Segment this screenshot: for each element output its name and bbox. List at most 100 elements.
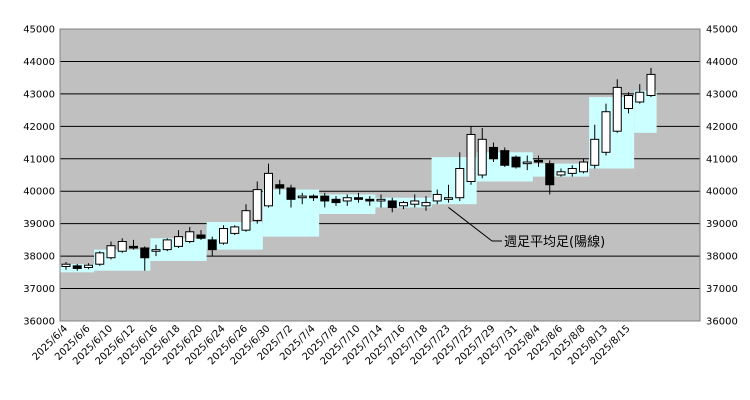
candle: [612, 79, 622, 133]
candles: [61, 67, 656, 271]
candle: [466, 126, 476, 185]
candle-body-up: [399, 202, 408, 207]
candle-body-up: [444, 197, 453, 200]
candle-body-down: [331, 198, 341, 204]
candle-body-down: [72, 265, 82, 269]
candle: [331, 196, 341, 206]
candle: [84, 263, 93, 270]
candle: [534, 155, 543, 167]
candle-body-up: [410, 200, 420, 205]
candle: [72, 263, 82, 271]
candle-body-up: [84, 264, 93, 268]
y-tick-label: 36000: [706, 317, 738, 328]
candle: [567, 165, 577, 177]
y-tick-label: 41000: [23, 154, 55, 165]
candle-body-down: [196, 234, 206, 239]
candle-body-up: [61, 263, 71, 267]
candle-body-down: [320, 195, 330, 202]
candle: [489, 142, 498, 163]
candle-body-up: [219, 228, 228, 244]
candle-body-up: [590, 138, 600, 166]
candle: [129, 239, 138, 250]
y-tick-label: 38000: [706, 252, 738, 263]
candle-body-down: [140, 247, 150, 259]
candle: [646, 67, 656, 98]
candle: [61, 261, 71, 270]
candle: [275, 179, 285, 195]
candle-body-up: [466, 133, 476, 182]
candle-body-up: [117, 241, 127, 252]
candle: [151, 244, 161, 257]
candle-body-down: [545, 163, 555, 186]
y-tick-label: 44000: [706, 57, 738, 68]
candle-body-down: [129, 245, 138, 249]
annotation-label: 週足平均足(陽線): [504, 234, 605, 250]
candle: [264, 163, 273, 208]
y-tick-label: 43000: [23, 89, 55, 100]
candle-body-up: [522, 161, 532, 165]
candle: [207, 236, 217, 257]
candle: [511, 155, 521, 169]
candle: [196, 230, 206, 240]
candle: [241, 204, 251, 232]
candle: [579, 158, 588, 174]
y-axis-right: 36000 37000 38000 39000 40000 41000 42000 43000…: [706, 25, 738, 328]
candle: [410, 194, 420, 208]
candle: [556, 168, 566, 177]
candle: [601, 103, 611, 156]
candle: [522, 155, 532, 171]
candle-body-up: [477, 138, 487, 176]
candle-body-down: [387, 200, 397, 208]
candle: [635, 84, 645, 104]
y-tick-label: 37000: [706, 284, 738, 295]
candle: [219, 225, 228, 245]
candle-body-up: [612, 86, 622, 132]
candle: [252, 181, 262, 224]
y-tick-label: 36000: [23, 317, 55, 328]
candle: [140, 246, 150, 271]
candle-body-up: [624, 95, 633, 109]
y-axis-left: 36000 37000 38000 39000 40000 41000 42000 43000…: [23, 25, 55, 328]
candle: [432, 189, 442, 205]
candle: [444, 184, 453, 203]
candle-body-down: [500, 150, 510, 166]
candle-body-up: [342, 197, 352, 202]
candle-body-up: [174, 236, 183, 247]
candle-body-up: [95, 252, 105, 265]
candle-body-down: [489, 146, 498, 160]
candle-body-up: [185, 231, 195, 243]
candle: [545, 160, 555, 195]
candle: [455, 152, 465, 201]
annotation-leader-line: [448, 207, 493, 242]
candle-body-up: [635, 91, 645, 103]
candle-body-down: [354, 197, 363, 200]
y-tick-label: 37000: [23, 284, 55, 295]
candle: [421, 196, 431, 211]
plot-border: [59, 28, 701, 322]
candle: [309, 194, 318, 201]
candle-body-up: [601, 111, 611, 153]
candle-body-up: [455, 168, 465, 199]
candle: [624, 92, 633, 114]
candle: [365, 196, 375, 206]
y-tick-label: 42000: [23, 122, 55, 133]
candle-body-up: [421, 202, 431, 207]
candle-body-up: [252, 189, 262, 221]
plot-area: [60, 29, 700, 321]
candle-body-up: [646, 73, 656, 97]
candle: [342, 194, 352, 206]
candle: [376, 194, 386, 208]
candle-body-down: [511, 156, 521, 168]
y-tick-label: 45000: [706, 25, 738, 36]
candle-body-down: [207, 239, 217, 251]
y-tick-label: 38000: [23, 252, 55, 263]
y-tick-label: 42000: [706, 122, 738, 133]
y-tick-label: 40000: [23, 187, 55, 198]
y-tick-label: 45000: [23, 25, 55, 36]
candle: [399, 200, 408, 210]
candle-body-down: [286, 187, 296, 200]
candle-body-up: [432, 193, 442, 202]
candle: [185, 226, 195, 244]
y-tick-label: 39000: [23, 219, 55, 230]
candle-body-down: [275, 184, 285, 189]
